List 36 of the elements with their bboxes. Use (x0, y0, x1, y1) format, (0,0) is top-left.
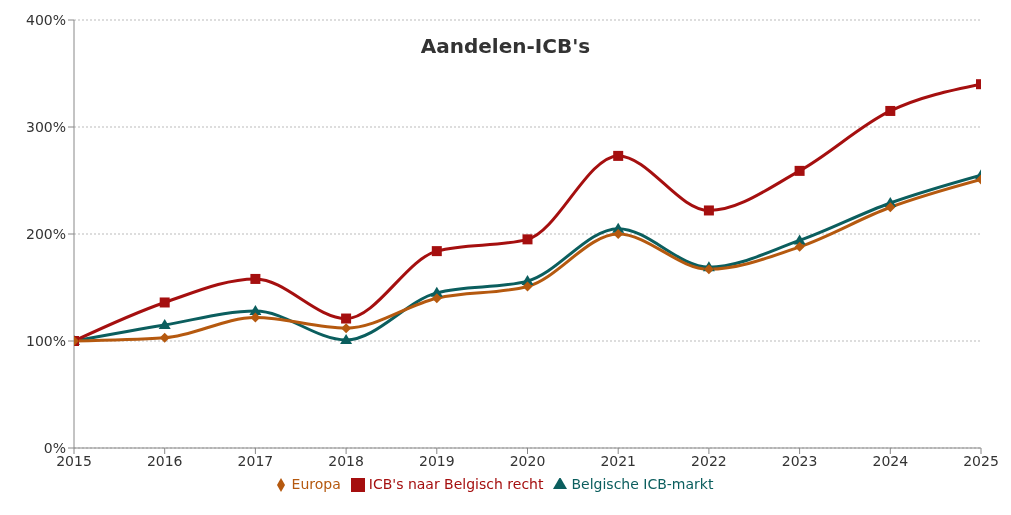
x-tick-label: 2018 (328, 452, 364, 469)
point (522, 281, 533, 292)
legend-label: Europa (291, 476, 341, 492)
x-tick-label: 2017 (237, 452, 274, 469)
point (794, 241, 805, 252)
x-tick-label: 2023 (781, 452, 818, 469)
x-tick-label: 2021 (600, 452, 637, 469)
point (885, 202, 896, 213)
point (159, 332, 170, 343)
x-tick-label: 2024 (872, 452, 909, 469)
text: Aandelen-ICB's (419, 34, 592, 58)
point (250, 273, 261, 284)
x-tick-label: 2020 (509, 452, 546, 469)
point (885, 105, 896, 116)
point (431, 293, 442, 304)
point (341, 323, 352, 334)
y-tick-label: 100% (25, 332, 66, 349)
y-tick-label: 200% (25, 225, 66, 242)
y-tick-label: 300% (25, 118, 66, 135)
x-tick-label: 2016 (146, 452, 183, 469)
x-tick-label: 2019 (418, 452, 455, 469)
point (431, 246, 442, 257)
y-tick-label: 400% (25, 11, 66, 28)
x-tick-label: 2022 (691, 452, 727, 469)
point (703, 205, 714, 216)
point (613, 150, 624, 161)
legend-label: Belgische ICB-markt (571, 476, 714, 492)
point (158, 318, 171, 329)
point (159, 297, 170, 308)
point (794, 165, 805, 176)
legend-label: ICB's naar Belgisch recht (368, 476, 544, 492)
point (340, 333, 353, 344)
point (250, 312, 261, 323)
point (522, 234, 533, 245)
x-tick-label: 2025 (963, 452, 999, 469)
point (341, 313, 352, 324)
